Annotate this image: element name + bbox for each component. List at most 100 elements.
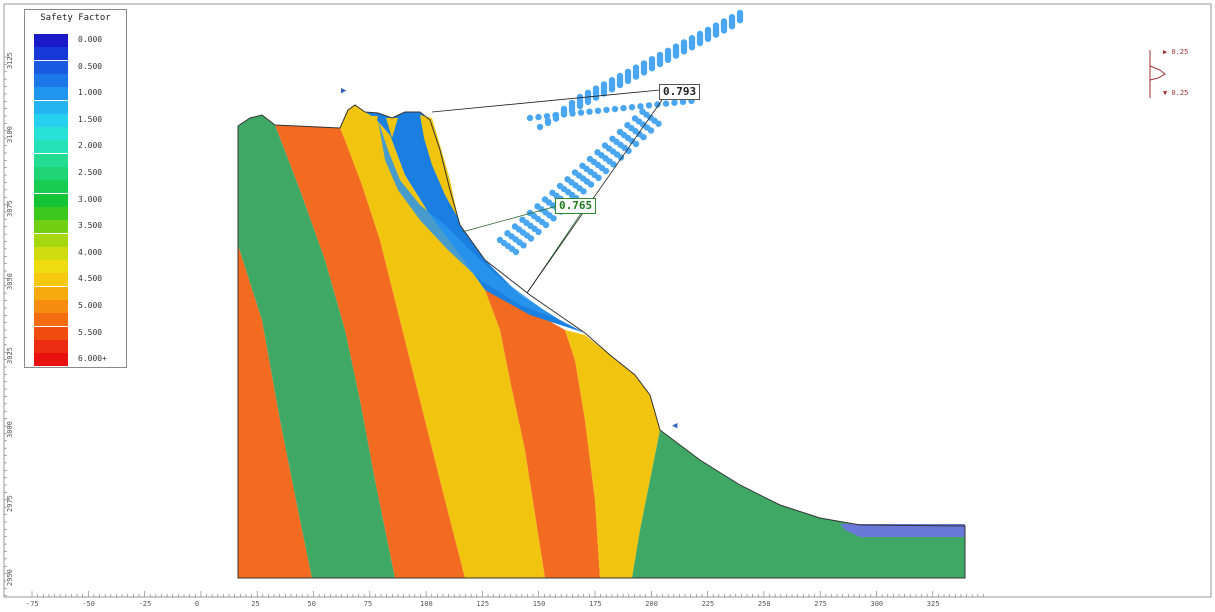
scale-label-top: ▶ 0.25 <box>1163 48 1189 56</box>
legend-swatch <box>34 220 68 234</box>
slip-zone-dark <box>365 112 585 333</box>
grid-point <box>679 98 687 106</box>
grid-point <box>712 22 720 29</box>
grid-point <box>592 85 600 92</box>
x-tick-label: 250 <box>757 600 771 608</box>
zone-orange-3 <box>485 290 600 578</box>
legend-label: 1.500 <box>78 114 103 124</box>
legend-swatch <box>34 140 68 154</box>
grid-point <box>610 161 617 168</box>
grid-point <box>616 72 624 80</box>
legend-swatch <box>34 326 68 340</box>
scale-indicator <box>1149 50 1166 98</box>
legend-label: 2.500 <box>78 168 103 177</box>
legend-swatch <box>34 87 68 101</box>
zone-orange-2 <box>275 125 465 578</box>
legend-swatch <box>34 339 68 353</box>
grid-point <box>736 9 744 17</box>
x-tick-label: -50 <box>82 600 95 608</box>
grid-point <box>560 111 568 118</box>
legend-label: 5.500 <box>78 327 103 337</box>
crest-wedge-2 <box>386 118 398 138</box>
grid-point <box>535 228 542 235</box>
legend-label: 0.500 <box>78 61 103 71</box>
grid-point <box>628 104 636 111</box>
legend-label: 3.500 <box>78 221 103 231</box>
section-marker-right: ◀ <box>672 421 678 431</box>
x-tick-label: -25 <box>138 600 152 608</box>
failure-surfaces <box>365 112 585 333</box>
scale-wiggle <box>1149 65 1166 81</box>
legend-label: 5.000 <box>78 301 103 310</box>
fs-label-other: 0.793 <box>659 84 701 100</box>
grid-point <box>602 167 610 175</box>
grid-point <box>648 56 656 63</box>
grid-point <box>527 235 535 242</box>
grid-point <box>535 113 542 121</box>
y-tick-label: 3125 <box>6 52 14 69</box>
grid-point <box>512 248 520 256</box>
grid-point <box>655 120 662 127</box>
grid-point <box>671 99 678 106</box>
scale-bottom-value: 0.25 <box>1171 89 1189 97</box>
y-axis-ticks <box>4 56 10 597</box>
legend-swatch <box>34 353 68 367</box>
legend-swatch <box>34 180 68 194</box>
grid-point <box>608 77 616 84</box>
legend-swatch <box>34 153 68 167</box>
y-tick-label: 3075 <box>6 199 14 217</box>
x-tick-label: 125 <box>476 600 490 608</box>
x-tick-label: 275 <box>814 600 827 608</box>
x-tick-label: 325 <box>926 600 940 608</box>
grid-point <box>543 113 551 120</box>
grid-point <box>550 215 557 222</box>
grid-point <box>552 112 559 119</box>
zone-orange-1 <box>238 245 312 578</box>
zone-yellow-1 <box>340 105 545 578</box>
grid-point <box>637 103 644 110</box>
zone-green-2 <box>632 430 965 578</box>
legend-label: 1.000 <box>78 88 103 98</box>
grid-point <box>542 221 550 229</box>
grid-point <box>672 43 680 50</box>
x-tick-label: 75 <box>363 600 373 608</box>
grid-point <box>632 140 640 148</box>
grid-point <box>577 109 585 116</box>
grid-point <box>720 18 728 25</box>
x-tick-label: 150 <box>532 600 546 608</box>
legend-label: 6.000+ <box>78 354 107 364</box>
grid-point <box>680 39 688 46</box>
grid-point <box>624 68 632 76</box>
grid-point <box>580 188 587 195</box>
x-tick-label: 25 <box>251 600 260 608</box>
leader-line-793-a <box>431 89 661 113</box>
grid-point <box>640 134 647 141</box>
material-zones <box>238 105 965 578</box>
grid-point <box>560 105 568 113</box>
legend-swatch <box>34 286 68 300</box>
grid-point <box>587 181 595 188</box>
slip-center-grid <box>496 9 744 256</box>
legend-swatch <box>34 167 68 180</box>
legend-label: 2.000 <box>78 141 103 151</box>
legend-label: 4.000 <box>78 247 103 257</box>
legend-label: 4.500 <box>78 274 103 284</box>
grid-point <box>662 100 670 107</box>
legend-swatch <box>34 47 68 61</box>
legend-swatch <box>34 34 68 47</box>
legend-swatch <box>34 313 68 327</box>
grid-point <box>640 60 648 67</box>
y-tick-label: 3100 <box>6 125 14 143</box>
zone-water <box>840 524 965 537</box>
x-tick-label: 300 <box>870 600 884 608</box>
x-tick-label: 100 <box>420 600 433 608</box>
grid-point <box>576 93 584 101</box>
zone-green-1 <box>238 115 395 578</box>
y-tick-label: 3000 <box>6 421 14 438</box>
legend-label: 0.000 <box>78 35 103 44</box>
scale-label-bottom: ▼ 0.25 <box>1163 89 1189 97</box>
grid-point <box>600 81 608 88</box>
crest-wedge-1 <box>368 116 378 140</box>
y-tick-label: 2975 <box>6 494 14 512</box>
